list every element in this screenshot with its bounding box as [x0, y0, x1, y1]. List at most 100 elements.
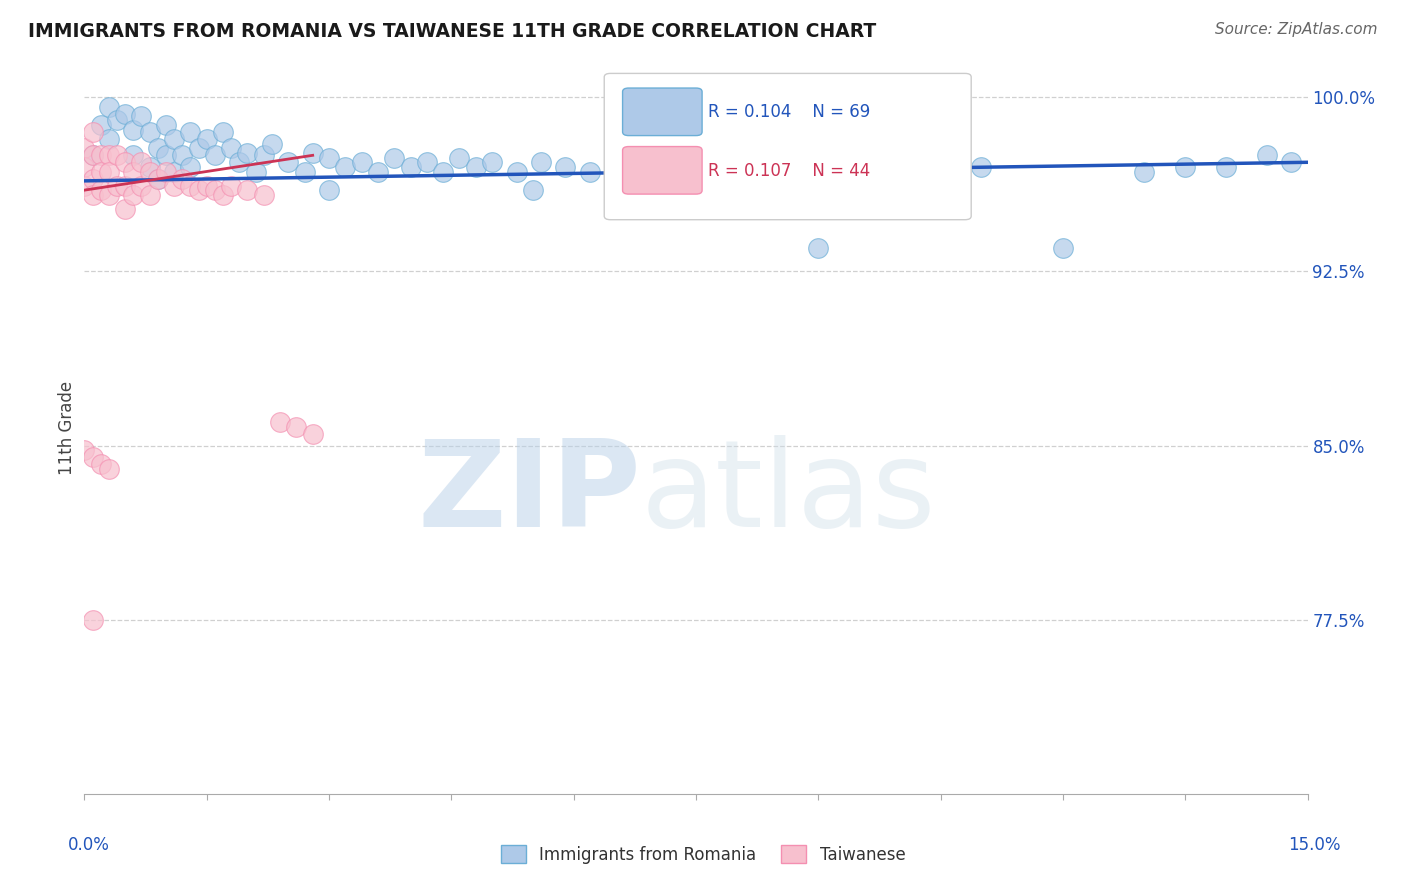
Point — [82, 148, 104, 162]
Point — [318, 183, 340, 197]
Text: 15.0%: 15.0% — [1288, 836, 1341, 854]
Y-axis label: 11th Grade: 11th Grade — [58, 381, 76, 475]
Point — [848, 164, 870, 178]
Text: R = 0.104    N = 69: R = 0.104 N = 69 — [709, 103, 870, 121]
Text: atlas: atlas — [641, 435, 936, 552]
Point — [1215, 160, 1237, 174]
Point — [195, 132, 218, 146]
Point — [187, 141, 209, 155]
Point — [163, 164, 186, 178]
Point — [382, 151, 405, 165]
Point — [179, 125, 201, 139]
Point — [122, 164, 145, 178]
Point — [416, 155, 439, 169]
Point — [82, 613, 104, 627]
Point — [212, 187, 235, 202]
FancyBboxPatch shape — [605, 73, 972, 219]
Point — [97, 132, 120, 146]
Point — [82, 125, 104, 139]
Point — [464, 160, 486, 174]
Text: IMMIGRANTS FROM ROMANIA VS TAIWANESE 11TH GRADE CORRELATION CHART: IMMIGRANTS FROM ROMANIA VS TAIWANESE 11T… — [28, 22, 876, 41]
Point — [122, 122, 145, 136]
FancyBboxPatch shape — [623, 88, 702, 136]
Point — [245, 164, 267, 178]
Point — [367, 164, 389, 178]
Point — [138, 160, 160, 174]
Point — [163, 132, 186, 146]
Point — [1279, 155, 1302, 169]
Point — [90, 148, 112, 162]
Point — [277, 155, 299, 169]
Point — [1256, 148, 1278, 162]
Point — [131, 178, 153, 193]
Point — [90, 183, 112, 197]
Legend: Immigrants from Romania, Taiwanese: Immigrants from Romania, Taiwanese — [494, 838, 912, 871]
Point — [228, 155, 250, 169]
Point — [105, 148, 128, 162]
Point — [1174, 160, 1197, 174]
Point — [114, 155, 136, 169]
Point — [236, 183, 259, 197]
Point — [399, 160, 422, 174]
Point — [269, 415, 291, 429]
Point — [155, 118, 177, 132]
Point — [138, 187, 160, 202]
Point — [889, 171, 911, 186]
Point — [294, 164, 316, 178]
Point — [131, 109, 153, 123]
Point — [90, 118, 112, 132]
Point — [155, 148, 177, 162]
Point — [163, 178, 186, 193]
Point — [172, 148, 194, 162]
Point — [350, 155, 373, 169]
Point — [172, 171, 194, 186]
Point — [105, 113, 128, 128]
Point — [579, 164, 602, 178]
Point — [114, 178, 136, 193]
Point — [212, 125, 235, 139]
Point — [219, 141, 242, 155]
Point — [97, 148, 120, 162]
Point — [90, 457, 112, 471]
Point — [766, 155, 789, 169]
Point — [204, 148, 226, 162]
Point — [627, 155, 650, 169]
Point — [260, 136, 283, 151]
Point — [73, 443, 96, 458]
Point — [195, 178, 218, 193]
Point — [301, 146, 323, 161]
Text: ZIP: ZIP — [418, 435, 641, 552]
Point — [97, 164, 120, 178]
Text: Source: ZipAtlas.com: Source: ZipAtlas.com — [1215, 22, 1378, 37]
Point — [219, 178, 242, 193]
Point — [73, 141, 96, 155]
Point — [603, 160, 626, 174]
FancyBboxPatch shape — [623, 146, 702, 194]
Point — [807, 241, 830, 255]
Point — [530, 155, 553, 169]
Point — [301, 427, 323, 442]
Text: R = 0.107    N = 44: R = 0.107 N = 44 — [709, 161, 870, 179]
Point — [481, 155, 503, 169]
Point — [179, 178, 201, 193]
Text: 0.0%: 0.0% — [67, 836, 110, 854]
Point — [702, 160, 724, 174]
Point — [138, 125, 160, 139]
Point — [236, 146, 259, 161]
Point — [725, 164, 748, 178]
Point — [73, 178, 96, 193]
Point — [82, 171, 104, 186]
Point — [554, 160, 576, 174]
Point — [285, 420, 308, 434]
Point — [146, 171, 169, 186]
Point — [661, 86, 683, 100]
Point — [97, 187, 120, 202]
Point — [676, 86, 699, 100]
Point — [97, 99, 120, 113]
Point — [82, 148, 104, 162]
Point — [449, 151, 471, 165]
Point — [82, 450, 104, 465]
Point — [187, 183, 209, 197]
Point — [970, 160, 993, 174]
Point — [204, 183, 226, 197]
